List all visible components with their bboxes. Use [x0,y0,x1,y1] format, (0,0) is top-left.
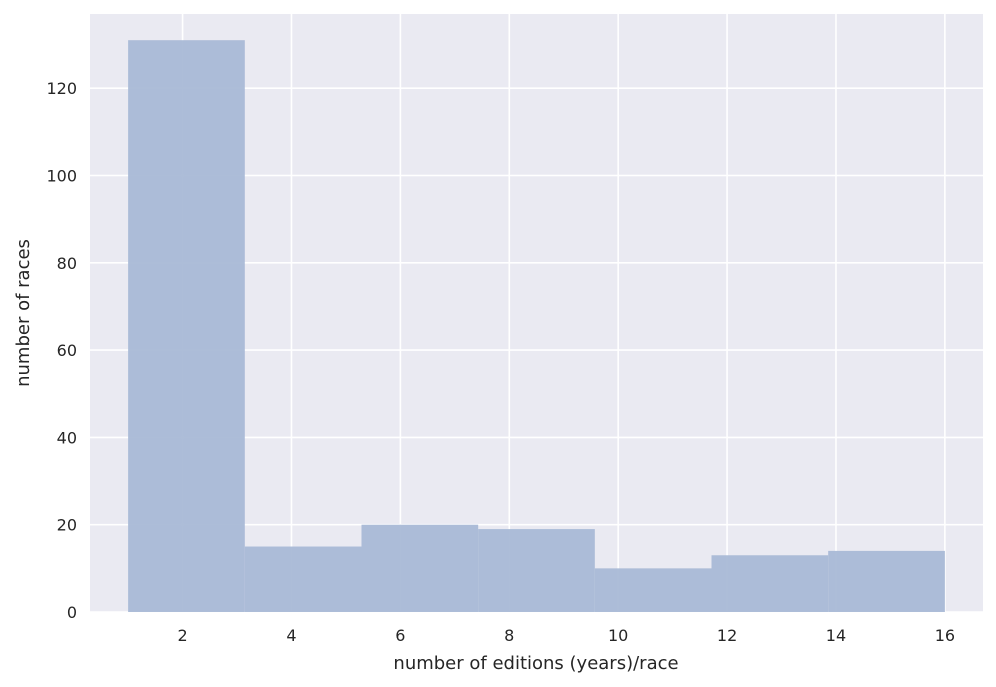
x-tick-label: 6 [395,626,405,645]
x-tick-label: 12 [717,626,737,645]
x-tick-label: 4 [286,626,296,645]
x-tick-label: 8 [504,626,514,645]
x-tick-label: 2 [177,626,187,645]
y-tick-label: 80 [57,254,77,273]
y-tick-label: 20 [57,516,77,535]
x-tick-label: 10 [608,626,628,645]
histogram-bar [361,524,479,612]
histogram-bar [828,550,945,612]
y-axis-label: number of races [13,239,34,387]
x-axis-label: number of editions (years)/race [393,653,678,674]
y-tick-label: 40 [57,428,77,447]
histogram-bar [594,568,712,612]
histogram-bar [711,555,829,612]
histogram-bar [128,40,245,613]
y-tick-label: 0 [67,603,77,622]
x-tick-label: 16 [935,626,955,645]
x-tick-labels: 2 4 6 8 10 12 14 16 [177,626,955,645]
y-tick-label: 60 [57,341,77,360]
histogram-bar [478,529,595,612]
histogram-bar [244,546,362,612]
y-tick-labels: 0 20 40 60 80 100 120 [46,79,77,622]
histogram-bars [128,40,945,613]
y-tick-label: 100 [46,167,77,186]
x-tick-label: 14 [826,626,846,645]
y-tick-label: 120 [46,79,77,98]
